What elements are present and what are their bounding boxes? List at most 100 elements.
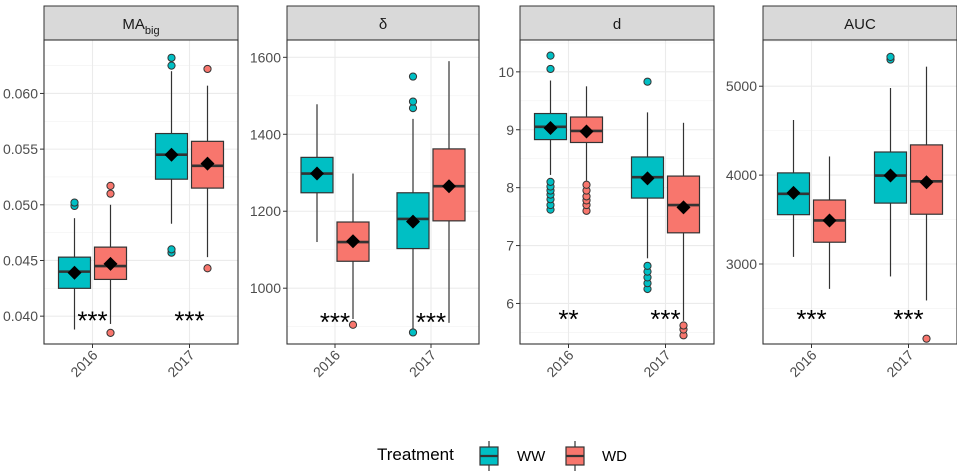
box-auc-2017-ww bbox=[873, 52, 908, 277]
panels-layer: MAbig 0.040 0.045 0.050 0.055 0.060 *** *** 2016… bbox=[3, 5, 957, 380]
ytick-label-delta: 1200 bbox=[250, 203, 281, 219]
box-delta-2017-ww bbox=[396, 72, 430, 337]
mean-marker bbox=[67, 265, 82, 280]
strip-label-mabig: MAbig bbox=[122, 16, 159, 37]
xtick-label-d: 2016 bbox=[543, 347, 576, 380]
outlier-point bbox=[203, 64, 212, 74]
plot-bg-mabig bbox=[44, 40, 238, 344]
legend-title: Treatment bbox=[377, 445, 454, 464]
mean-marker bbox=[346, 234, 360, 249]
outlier-point bbox=[643, 77, 652, 86]
significance-label-d: *** bbox=[650, 304, 680, 334]
box-delta-2016-ww bbox=[300, 104, 334, 243]
mean-marker bbox=[822, 213, 837, 228]
strip-label-d: d bbox=[613, 16, 621, 33]
xtick-label-auc: 2017 bbox=[883, 347, 916, 380]
box-d-2016-ww bbox=[533, 51, 568, 214]
mean-marker bbox=[164, 147, 179, 162]
strip-auc bbox=[762, 5, 957, 41]
ytick-label-auc: 5000 bbox=[726, 78, 757, 94]
outlier-point bbox=[167, 61, 176, 70]
significance-label-mabig: *** bbox=[77, 306, 107, 336]
ytick-label-d: 7 bbox=[506, 238, 514, 254]
legend-label-wd: WD bbox=[602, 448, 627, 465]
ytick-label-mabig: 0.050 bbox=[3, 197, 38, 213]
box-d-2017-ww bbox=[630, 77, 665, 294]
mean-marker bbox=[442, 179, 456, 194]
box-delta-2017-wd bbox=[432, 61, 466, 323]
outlier-point bbox=[167, 245, 176, 254]
significance-label-delta: *** bbox=[320, 307, 350, 337]
outlier-point bbox=[408, 97, 418, 106]
mean-marker bbox=[103, 256, 118, 271]
ytick-label-auc: 3000 bbox=[726, 256, 757, 272]
ytick-label-d: 10 bbox=[498, 64, 514, 80]
ytick-label-d: 6 bbox=[506, 295, 514, 311]
panel-auc: AUC 3000 4000 5000 *** *** 2016 2017 bbox=[726, 5, 957, 380]
box-mabig-2017-wd bbox=[190, 64, 225, 273]
strip-label-delta: δ bbox=[379, 16, 387, 33]
mean-marker bbox=[676, 200, 691, 215]
outlier-point bbox=[643, 261, 652, 270]
outlier-point bbox=[582, 180, 591, 189]
outlier-point bbox=[167, 53, 176, 62]
significance-label-auc: *** bbox=[893, 304, 923, 334]
xtick-label-mabig: 2016 bbox=[67, 347, 100, 380]
mean-marker bbox=[579, 124, 594, 139]
ytick-label-delta: 1000 bbox=[250, 280, 281, 296]
panel-delta: δ 1000 1200 1400 1600 *** *** 2016 2017 bbox=[250, 5, 480, 380]
outlier-point bbox=[70, 198, 79, 207]
box-mabig-2016-wd bbox=[93, 181, 128, 337]
significance-label-auc: *** bbox=[796, 304, 826, 334]
ytick-label-mabig: 0.060 bbox=[3, 85, 38, 101]
ytick-label-delta: 1400 bbox=[250, 126, 281, 142]
ytick-label-delta: 1600 bbox=[250, 49, 281, 65]
box-mabig-2016-ww bbox=[57, 198, 92, 330]
xtick-label-d: 2017 bbox=[640, 347, 673, 380]
xtick-label-mabig: 2017 bbox=[164, 347, 197, 380]
xtick-label-delta: 2017 bbox=[406, 347, 439, 380]
box-auc-2016-ww bbox=[776, 120, 811, 257]
panel-border-auc bbox=[762, 39, 957, 345]
mean-marker bbox=[786, 185, 801, 200]
ytick-label-d: 8 bbox=[506, 180, 514, 196]
outlier-point bbox=[408, 328, 418, 337]
panel-border-delta bbox=[286, 39, 480, 345]
outlier-point bbox=[679, 321, 688, 330]
ytick-label-d: 9 bbox=[506, 122, 514, 138]
outlier-point bbox=[348, 320, 358, 329]
box-d-2016-wd bbox=[569, 86, 604, 215]
box-mabig-2017-ww bbox=[154, 53, 189, 257]
outlier-point bbox=[203, 264, 212, 273]
mean-marker bbox=[543, 121, 558, 136]
panel-border-d bbox=[519, 39, 715, 345]
outlier-point bbox=[886, 52, 895, 61]
significance-label-d: ** bbox=[558, 304, 578, 334]
significance-label-delta: *** bbox=[416, 307, 446, 337]
ytick-label-auc: 4000 bbox=[726, 167, 757, 183]
xtick-label-auc: 2016 bbox=[786, 347, 819, 380]
ytick-label-mabig: 0.040 bbox=[3, 308, 38, 324]
box-auc-2016-wd bbox=[812, 156, 847, 289]
mean-marker bbox=[406, 214, 420, 229]
outlier-point bbox=[922, 334, 931, 343]
outlier-point bbox=[546, 51, 555, 60]
strip-label-auc: AUC bbox=[844, 16, 876, 33]
mean-marker bbox=[640, 171, 655, 186]
box-auc-2017-wd bbox=[909, 66, 944, 343]
legend-key-ww bbox=[479, 441, 499, 471]
outlier-point bbox=[546, 177, 555, 186]
box-d-2017-wd bbox=[666, 122, 701, 340]
mean-marker bbox=[883, 168, 898, 183]
legend: Treatment WW WD bbox=[377, 441, 627, 471]
strip-mabig bbox=[43, 5, 239, 41]
outlier-point bbox=[546, 64, 555, 74]
ytick-label-mabig: 0.055 bbox=[3, 141, 38, 157]
legend-key-wd bbox=[565, 441, 585, 471]
legend-label-ww: WW bbox=[517, 448, 546, 465]
outlier-point bbox=[106, 328, 115, 337]
box-body bbox=[154, 132, 189, 180]
ytick-label-mabig: 0.045 bbox=[3, 252, 38, 268]
